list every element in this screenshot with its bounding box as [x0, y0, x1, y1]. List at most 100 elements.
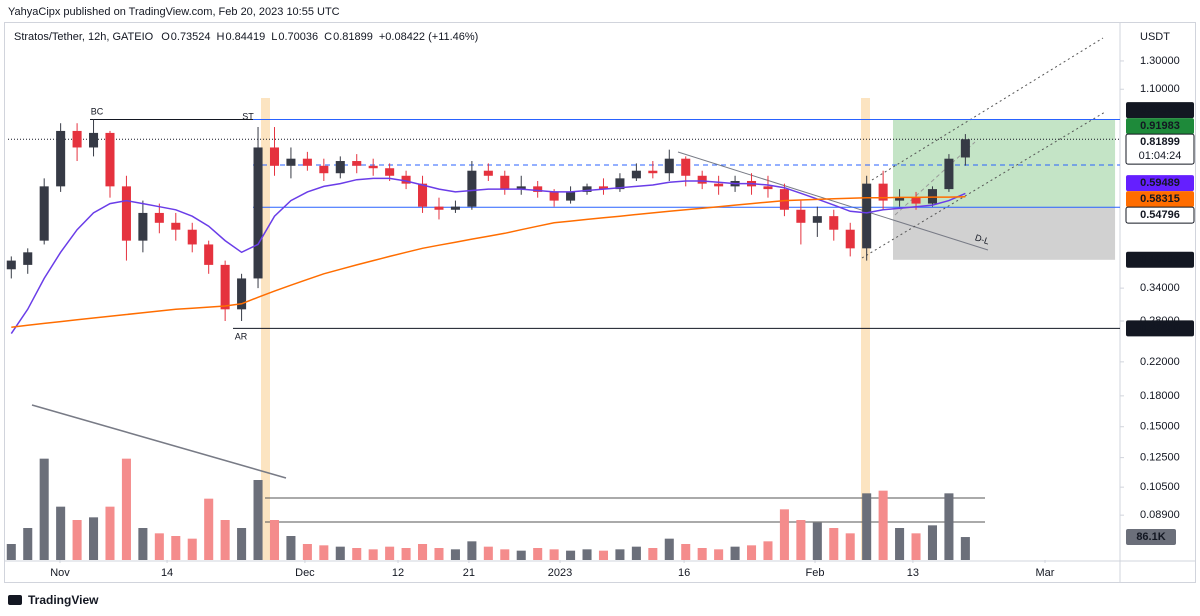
volume [6, 458, 970, 560]
volume-bar [204, 498, 214, 560]
volume-bar [631, 546, 641, 560]
channel-line [871, 37, 1104, 181]
x-tick-label: 21 [463, 567, 475, 579]
x-tick-label: Nov [50, 567, 70, 579]
highlight-band [261, 98, 270, 560]
volume-bar [960, 537, 970, 560]
volume-bar [730, 546, 740, 560]
price-badge [1126, 191, 1194, 208]
volume-bar [319, 545, 329, 560]
price-badge-label: 0.54796 [1140, 209, 1180, 221]
volume-bar [664, 538, 674, 560]
volume-bar [269, 520, 280, 560]
candle-body [368, 165, 378, 169]
price-badge [1126, 251, 1194, 268]
candle-body [631, 170, 641, 179]
annotation: BC [91, 106, 104, 116]
candle-body [105, 132, 115, 187]
candle-body [944, 158, 954, 190]
candle-body [220, 264, 230, 310]
x-tick-label: 13 [907, 567, 919, 579]
volume-bar [89, 517, 99, 560]
volume-bar [549, 549, 559, 560]
candle-body [39, 186, 49, 241]
title-part: 0.73524 [171, 31, 211, 43]
volume-bar [253, 480, 263, 560]
candle-body [664, 158, 674, 174]
title-part: C [324, 31, 332, 43]
candle-body [269, 147, 280, 166]
x-tick-label: Dec [295, 567, 315, 579]
price-badge-label: 0.91983 [1140, 120, 1180, 132]
y-unit: USDT [1140, 31, 1170, 43]
candle-body [154, 212, 164, 223]
price-badge-label: 0.59489 [1140, 177, 1180, 189]
volume-bar [516, 550, 526, 560]
volume-badge [1126, 529, 1176, 546]
volume-bar [598, 550, 609, 560]
candle-body [960, 139, 970, 158]
candle-body [714, 183, 724, 187]
volume-bar [878, 490, 888, 560]
candle-body [253, 147, 263, 279]
candle-body [648, 170, 658, 174]
price-badge-label: 0.26800 [1140, 322, 1180, 334]
volume-bar [39, 458, 49, 560]
volume-bar [763, 541, 773, 560]
price-badge [1125, 133, 1195, 165]
x-tick-label: 2023 [548, 567, 572, 579]
y-tick-label: 1.30000 [1140, 55, 1180, 67]
price-badge-label: 0.58315 [1140, 193, 1180, 205]
candle-body [763, 186, 773, 190]
price-badge [1126, 102, 1194, 119]
volume-bar [566, 550, 576, 560]
title-part: 0.84419 [225, 31, 265, 43]
price-badge-label: 0.40185 [1140, 254, 1180, 266]
footer: TradingView [28, 593, 99, 607]
axes: USDT 1.300001.100000.340000.280000.22000… [50, 31, 1180, 579]
price-badge [1126, 175, 1194, 192]
volume-bar [500, 549, 510, 560]
logo-icon [8, 595, 22, 605]
candle-body [796, 209, 806, 223]
candle-body [681, 158, 691, 176]
y-tick-label: 0.08900 [1140, 509, 1180, 521]
volume-bar [648, 548, 658, 560]
candle-body [335, 161, 345, 174]
highlight-band [861, 98, 870, 560]
candle-body [549, 191, 559, 201]
volume-bar [927, 525, 937, 560]
title-row: Stratos/Tether, 12h, GATEIO O 0.73524 H 0.84… [14, 31, 478, 43]
volume-trendline [31, 404, 287, 479]
title-part: 0.70036 [278, 31, 318, 43]
candle-body [138, 212, 148, 241]
annotation: ST [242, 111, 254, 121]
price-badge [1126, 118, 1194, 135]
highlights [261, 98, 870, 560]
candle-body [697, 175, 707, 184]
candle-body [895, 197, 905, 201]
candle-body [385, 168, 395, 176]
volume-bar [220, 520, 230, 560]
x-tick-label: Mar [1036, 567, 1055, 579]
candle-body [467, 170, 477, 207]
candle-body [418, 183, 428, 207]
candle-body [286, 158, 296, 166]
volume-bar [681, 544, 691, 560]
title-part: L [271, 31, 277, 43]
volume-bar [418, 544, 428, 560]
volume-bar [138, 528, 148, 560]
candle-body [812, 216, 822, 223]
volume-bar [56, 506, 66, 560]
candle-body [779, 189, 789, 210]
x-tick-label: 14 [161, 567, 173, 579]
y-tick-label: 0.22000 [1140, 356, 1180, 368]
volume-bar [747, 545, 757, 560]
candle-body [911, 197, 921, 204]
x-tick-label: Feb [806, 567, 825, 579]
candle-body [204, 244, 214, 265]
volume-bar [697, 548, 707, 560]
annotations: BC ST AR D-L [91, 106, 991, 341]
candle-body [302, 158, 312, 166]
volume-bar [779, 509, 789, 560]
